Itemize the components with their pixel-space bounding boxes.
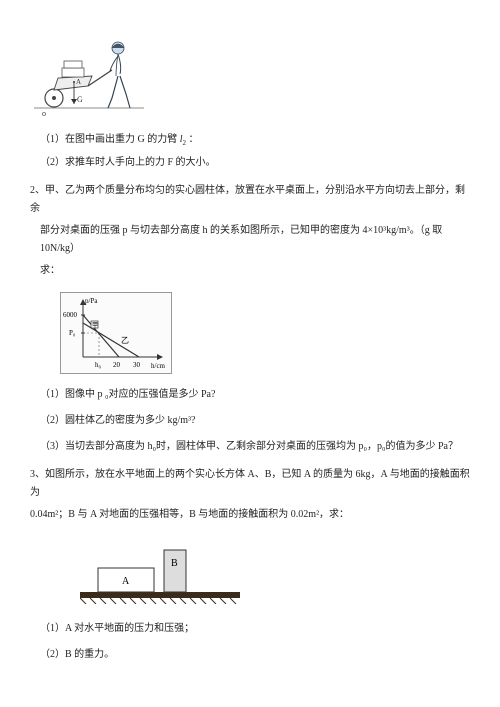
block-B-label: B <box>171 558 178 569</box>
q3-p1: （1）A 对水平地面的压力和压强； <box>40 620 470 638</box>
q3-stem-a: 3、如图所示，放在水平地面上的两个实心长方体 A、B，已知 A 的质量为 6kg… <box>30 466 470 502</box>
chart-xlabel: h/cm <box>151 362 166 370</box>
q1-part1-text: （1）在图中画出重力 G 的力臂 <box>40 134 180 145</box>
q3-figure: A B <box>80 544 240 604</box>
chart-series-yi: 乙 <box>121 336 129 345</box>
q3-p2: （2）B 的重力。 <box>40 646 470 664</box>
q2-p3: （3）当切去部分高度为 h₀时，圆柱体甲、乙剩余部分对桌面的压强均为 p₀，p₀… <box>40 438 470 456</box>
q2-p2: （2）圆柱体乙的密度为多少 kg/m³? <box>40 412 470 430</box>
q1-part1: （1）在图中画出重力 G 的力臂 l2 ： <box>40 131 470 150</box>
block-A-label: A <box>122 576 130 587</box>
q2-stem-c: 求： <box>40 262 470 280</box>
q3-stem-b: 0.04m²；B 与 A 对地面的压强相等，B 与地面的接触面积为 0.02m²… <box>30 506 470 524</box>
q2-p1: （1）图像中 p ₀对应的压强值是多少 Pa? <box>40 386 470 404</box>
chart-x-20: 20 <box>113 361 121 369</box>
q1-part2: （2）求推车时人手向上的力 F 的大小。 <box>40 154 470 172</box>
q2-stem-b: 部分对桌面的压强 p 与切去部分高度 h 的关系如图所示，已知甲的密度为 4×1… <box>40 222 470 258</box>
wheelbarrow-figure: o A G <box>34 26 470 123</box>
chart-series-jia: 甲 <box>92 322 98 329</box>
chart-y-p0: P₀ <box>69 329 76 337</box>
chart-y-6000: 6000 <box>63 311 78 319</box>
chart-ylabel: p/Pa <box>85 297 98 305</box>
label-G: G <box>77 95 83 104</box>
chart-x-30: 30 <box>133 361 141 369</box>
q2-chart: p/Pa h/cm 6000 P₀ h₀ 20 30 甲 乙 <box>60 292 172 374</box>
label-o: o <box>42 109 46 116</box>
label-A: A <box>76 78 81 86</box>
q2-stem-a: 2、甲、乙为两个质量分布均匀的实心圆柱体，放置在水平桌面上，分别沿水平方向切去上… <box>30 182 470 218</box>
chart-x-h0: h₀ <box>95 361 102 369</box>
q1-part1-tail: ： <box>186 134 199 145</box>
